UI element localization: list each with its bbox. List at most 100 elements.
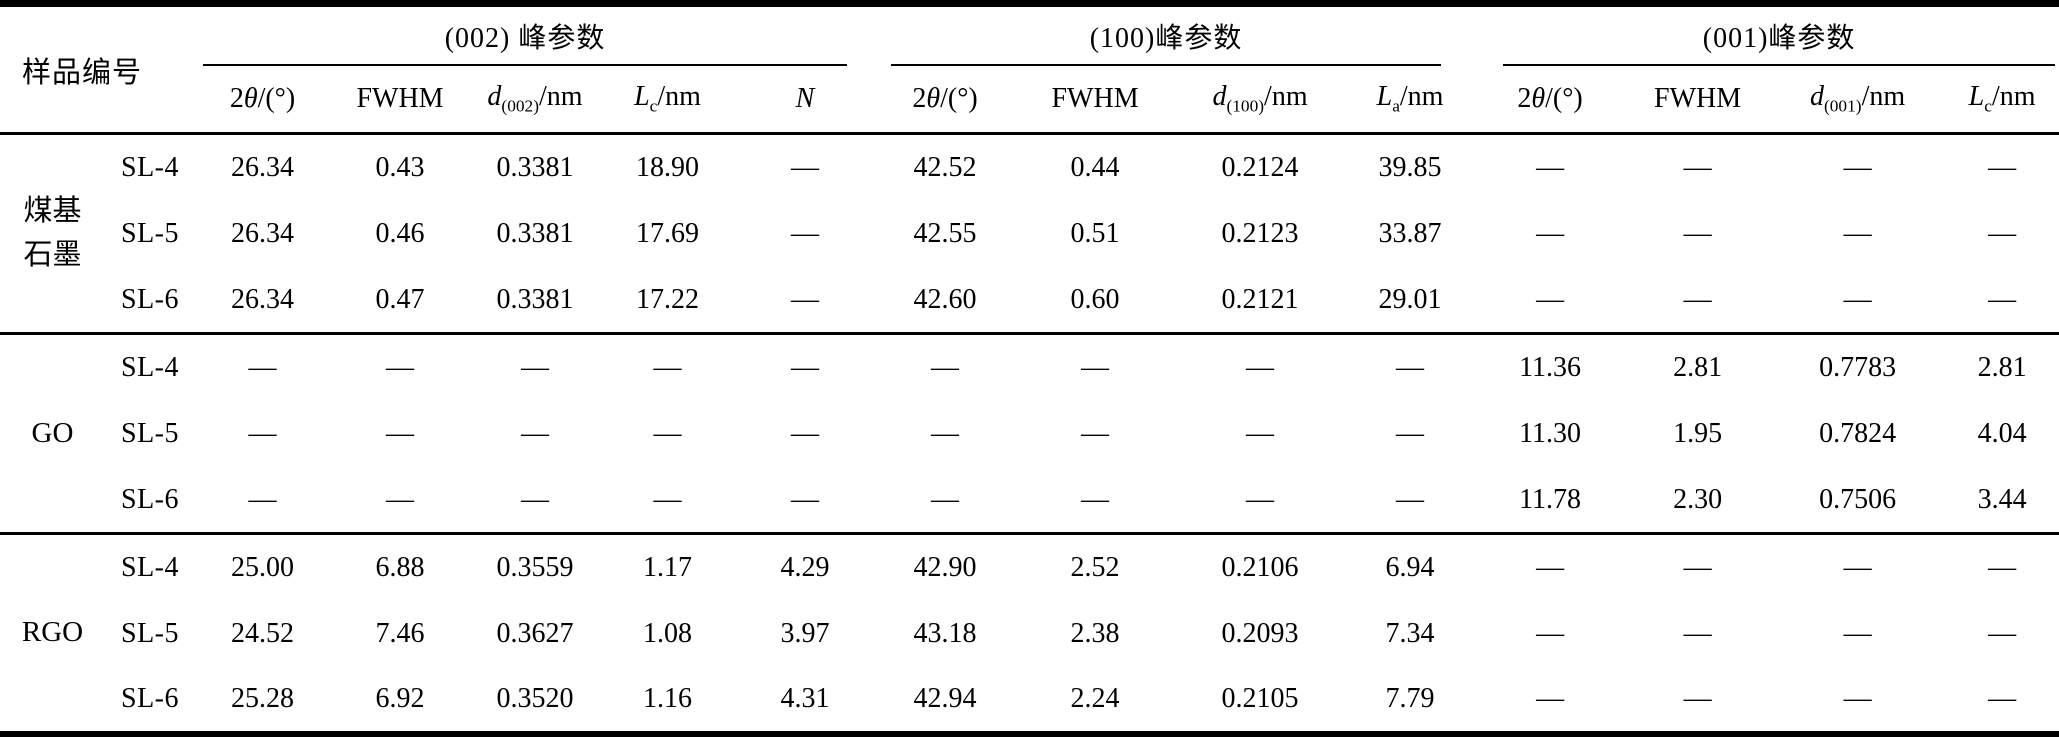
table-row-GO-SL-4: GO SL-4— — — — — — — — —11.36 2.81 0.7783 2.81	[0, 333, 2059, 536]
data-cell: 0.43	[375, 151, 425, 183]
table-row-GO-SL-6: SL-6— — — — — — — — —11.78 2.30 0.7506 3.44	[0, 467, 2059, 536]
data-cell: —	[1536, 551, 1565, 583]
data-cell: 0.2105	[1221, 683, 1299, 715]
data-cell: 33.87	[1378, 217, 1442, 249]
table-row-GO-SL-5: SL-5 — — — — — — — — — 11.30 1.95 0.7824 4.04	[0, 400, 2059, 467]
data-cell: —	[1988, 551, 2017, 583]
data-cell: —	[1843, 617, 1872, 649]
column-header-two-theta-002: 2θ/(°)	[195, 65, 331, 135]
column-group-label: (100)峰参数	[891, 8, 1442, 66]
data-cell: —	[735, 467, 876, 536]
data-cell: 2.81	[1673, 351, 1723, 383]
data-cell: 42.55	[913, 217, 977, 249]
sample-id: SL-4	[121, 351, 179, 383]
data-cell: —	[330, 467, 471, 536]
group-header-row: 样品编号 (002) 峰参数 (100)峰参数 (001)峰参数	[0, 3, 2059, 135]
data-cell: —	[931, 417, 960, 449]
data-cell: —	[1475, 266, 1626, 336]
data-cell: —	[1683, 617, 1712, 649]
data-cell: —	[931, 351, 960, 383]
column-header-two-theta-001: 2θ/(°)	[1475, 65, 1626, 135]
data-cell: —	[1246, 351, 1275, 383]
data-cell: —	[1683, 217, 1712, 249]
data-cell: —	[600, 467, 736, 536]
column-group-label: (001)峰参数	[1503, 8, 2056, 66]
data-cell: —	[1175, 467, 1346, 536]
data-cell: 0.3520	[496, 683, 574, 715]
column-group-label: (002) 峰参数	[203, 8, 848, 66]
data-cell: —	[248, 417, 277, 449]
data-cell: 0.2106	[1221, 551, 1299, 583]
data-cell: —	[791, 151, 820, 183]
sample-id: SL-5	[121, 217, 179, 249]
data-cell: 1.95	[1673, 417, 1723, 449]
data-cell: 0.60	[1015, 266, 1176, 336]
data-cell: 0.7506	[1770, 467, 1946, 536]
data-cell: —	[386, 351, 415, 383]
table-row-RGO-SL-5: SL-5 24.52 7.46 0.3627 1.08 3.97 43.18 2.38 0.20…	[0, 601, 2059, 668]
data-cell: 0.2121	[1175, 266, 1346, 336]
sample-id: SL-5	[121, 617, 179, 649]
data-cell: 0.3381	[496, 217, 574, 249]
data-cell: —	[248, 351, 277, 383]
sample-id: SL-5	[121, 417, 179, 449]
data-cell: —	[521, 417, 550, 449]
table-row-煤基石墨-SL-4: 煤基石墨 SL-4 26.34 0.43 0.3381 18.90 — 42.52 0.44 0.…	[0, 133, 2059, 336]
row-group-label: GO	[0, 333, 105, 536]
data-cell: —	[1396, 351, 1425, 383]
column-group-header-1: (100)峰参数	[875, 4, 1475, 66]
data-cell: —	[1081, 417, 1110, 449]
column-group-header-2: (001)峰参数	[1475, 4, 2059, 66]
sample-id: SL-4	[121, 551, 179, 583]
data-cell: 42.94	[913, 683, 977, 715]
column-header-fwhm-100: FWHM	[1015, 65, 1176, 135]
table-row-煤基石墨-SL-5: SL-5 26.34 0.46 0.3381 17.69 — 42.55 0.51 0.2123…	[0, 200, 2059, 267]
data-cell: —	[1536, 683, 1565, 715]
sample-id: SL-4	[121, 151, 179, 183]
data-cell: —	[1015, 467, 1176, 536]
column-header-fwhm-001: FWHM	[1625, 65, 1771, 135]
data-cell: —	[735, 266, 876, 336]
data-cell: —	[1683, 151, 1712, 183]
data-cell: —	[1988, 617, 2017, 649]
data-cell: —	[1843, 151, 1872, 183]
data-cell: 11.36	[1519, 351, 1582, 383]
data-cell: 11.78	[1475, 467, 1626, 536]
row-group-label: RGO	[21, 616, 84, 649]
data-cell: 42.52	[913, 151, 977, 183]
data-cell: 1.17	[643, 551, 693, 583]
data-cell: —	[1843, 217, 1872, 249]
data-cell: 3.97	[780, 617, 830, 649]
data-cell: —	[1345, 467, 1476, 536]
data-cell: 6.92	[375, 683, 425, 715]
data-cell: —	[1770, 266, 1946, 336]
row-group-label: 煤基石墨	[0, 133, 105, 336]
data-cell: 0.3627	[496, 617, 574, 649]
data-cell: 6.94	[1385, 551, 1435, 583]
data-cell: —	[1625, 266, 1771, 336]
data-cell: 4.04	[1977, 417, 2027, 449]
table-row-RGO-SL-4: RGO SL-4 25.00 6.88 0.3559 1.17 4.29 42.90 2.52 0…	[0, 534, 2059, 648]
data-cell: 42.90	[913, 551, 977, 583]
data-cell: —	[1988, 683, 2017, 715]
data-cell: 0.2093	[1221, 617, 1299, 649]
data-cell: 2.24	[1070, 683, 1120, 715]
data-cell: 26.34	[231, 151, 295, 183]
data-cell: —	[1536, 617, 1565, 649]
data-cell: 7.34	[1385, 617, 1435, 649]
data-cell: 0.46	[375, 217, 425, 249]
column-header-lc-001: Lc/nm	[1945, 65, 2059, 135]
data-cell: —	[653, 417, 682, 449]
column-header-la-100: La/nm	[1345, 65, 1476, 135]
data-cell: 43.18	[913, 617, 977, 649]
data-cell: 0.2123	[1221, 217, 1299, 249]
column-header-lc-002: Lc/nm	[600, 65, 736, 135]
data-cell: 4.31	[780, 683, 830, 715]
data-cell: 39.85	[1378, 151, 1442, 183]
data-cell: —	[521, 351, 550, 383]
sample-id: SL-6	[105, 266, 196, 336]
data-cell: 0.44	[1070, 151, 1120, 183]
column-header-n-002: N	[735, 65, 876, 135]
sub-header-row: 2θ/(°) FWHM d(002)/nm Lc/nm N 2θ/(°) FWHM d(100…	[0, 65, 2059, 135]
data-cell: 1.08	[643, 617, 693, 649]
